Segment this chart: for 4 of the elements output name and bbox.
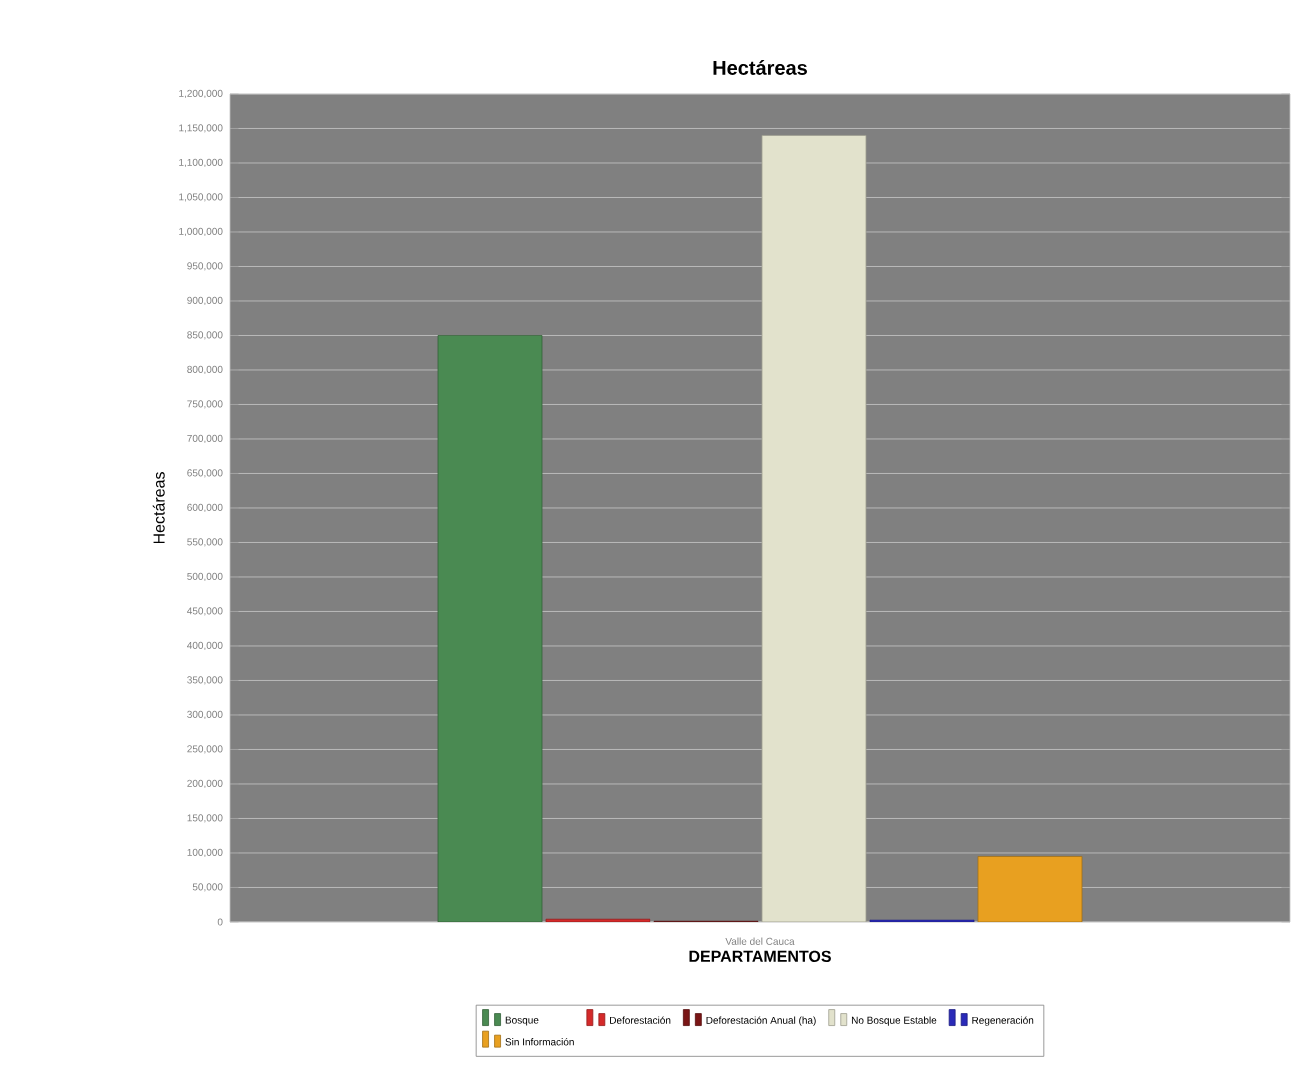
x-axis-title: DEPARTAMENTOS [689, 950, 831, 962]
bar [761, 134, 867, 922]
chart-title: Hectáreas [713, 60, 807, 75]
y-axis-title: Hectáreas [152, 472, 165, 544]
